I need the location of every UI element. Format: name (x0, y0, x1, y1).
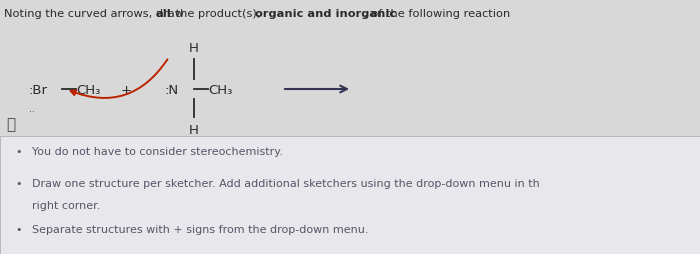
Text: H: H (189, 41, 199, 54)
Text: •: • (15, 178, 22, 188)
Text: •: • (15, 224, 22, 234)
Text: organic and inorganic: organic and inorganic (255, 9, 396, 19)
Text: •: • (15, 146, 22, 156)
Text: Noting the curved arrows, draw: Noting the curved arrows, draw (4, 9, 188, 19)
Text: :N: :N (164, 83, 178, 96)
Text: You do not have to consider stereochemistry.: You do not have to consider stereochemis… (32, 146, 283, 156)
Text: H: H (189, 123, 199, 136)
Text: CH₃: CH₃ (208, 83, 232, 96)
Text: CH₃: CH₃ (76, 83, 100, 96)
Text: all: all (156, 9, 172, 19)
Text: the product(s),: the product(s), (172, 9, 263, 19)
Text: +: + (120, 83, 132, 96)
Text: ..: .. (29, 105, 35, 114)
Text: :Br: :Br (28, 83, 47, 96)
Text: right corner.: right corner. (32, 200, 100, 210)
Text: , of the following reaction: , of the following reaction (364, 9, 510, 19)
Text: ⮤: ⮤ (6, 117, 15, 132)
Text: Separate structures with + signs from the drop-down menu.: Separate structures with + signs from th… (32, 224, 368, 234)
FancyArrowPatch shape (71, 60, 167, 99)
Text: Draw one structure per sketcher. Add additional sketchers using the drop-down me: Draw one structure per sketcher. Add add… (32, 178, 540, 188)
FancyBboxPatch shape (0, 136, 700, 254)
